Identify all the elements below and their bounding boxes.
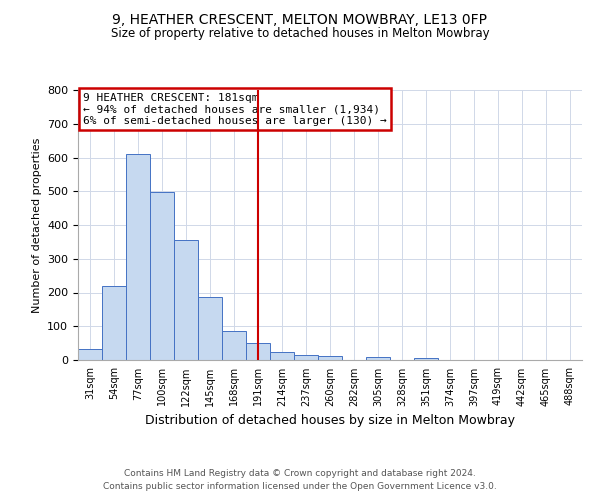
X-axis label: Distribution of detached houses by size in Melton Mowbray: Distribution of detached houses by size … [145,414,515,427]
Bar [198,296,222,360]
Bar [174,240,198,360]
Bar [294,355,318,360]
Bar [222,332,246,360]
Bar [414,358,438,360]
Bar [78,349,102,360]
Text: Size of property relative to detached houses in Melton Mowbray: Size of property relative to detached ho… [110,28,490,40]
Text: 9, HEATHER CRESCENT, MELTON MOWBRAY, LE13 0FP: 9, HEATHER CRESCENT, MELTON MOWBRAY, LE1… [113,12,487,26]
Bar [270,352,294,360]
Bar [102,286,126,360]
Bar [150,192,174,360]
Text: Contains public sector information licensed under the Open Government Licence v3: Contains public sector information licen… [103,482,497,491]
Y-axis label: Number of detached properties: Number of detached properties [32,138,41,312]
Text: 9 HEATHER CRESCENT: 181sqm
← 94% of detached houses are smaller (1,934)
6% of se: 9 HEATHER CRESCENT: 181sqm ← 94% of deta… [83,92,387,126]
Bar [318,356,342,360]
Text: Contains HM Land Registry data © Crown copyright and database right 2024.: Contains HM Land Registry data © Crown c… [124,468,476,477]
Bar [366,358,390,360]
Bar [246,343,270,360]
Bar [126,154,150,360]
